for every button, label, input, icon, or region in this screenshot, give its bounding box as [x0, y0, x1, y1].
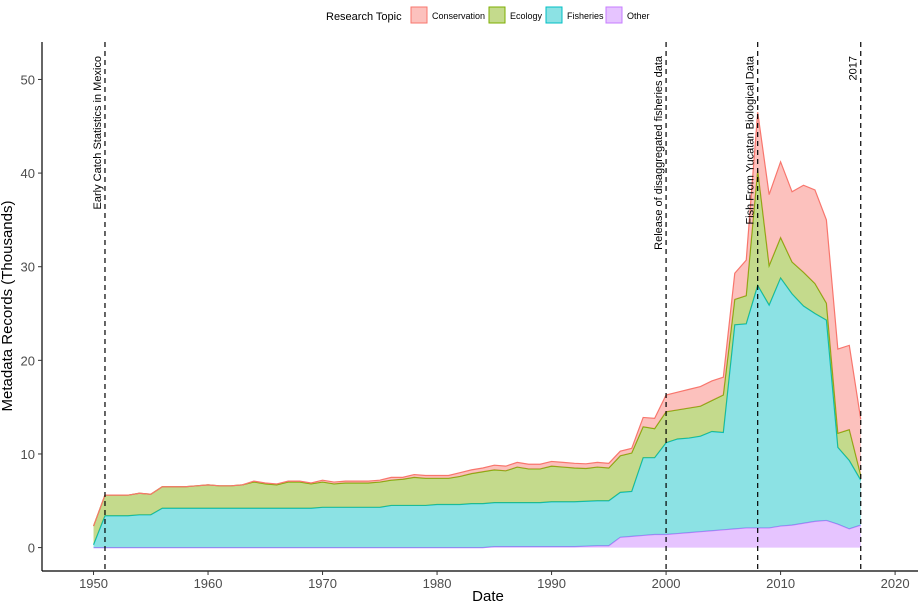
y-axis-title: Metadata Records (Thousands) [0, 201, 16, 412]
legend-key-other [605, 6, 623, 24]
outline-fisheries [92, 276, 862, 546]
area-other [93, 520, 861, 548]
y-tick-label: 20 [21, 353, 35, 368]
x-tick-label: 2000 [652, 576, 681, 591]
annotation-label: 2017 [848, 56, 860, 80]
annotation-label: Early Catch Statistics in Mexico [92, 56, 104, 209]
legend-title: Research Topic [326, 11, 402, 23]
annotation-lines: Early Catch Statistics in Mexico Release … [92, 42, 862, 571]
annotation-label: Fish From Yucatan Biological Data [745, 55, 757, 224]
x-tick-label: 2020 [881, 576, 910, 591]
y-tick-label: 0 [28, 541, 35, 556]
legend-key-conservation [410, 6, 428, 24]
area-fisheries [93, 277, 861, 548]
legend-label-fisheries: Fisheries [567, 11, 604, 21]
legend-key-ecology [488, 6, 506, 24]
legend-label-conservation: Conservation [432, 11, 485, 21]
x-tick-label: 1960 [194, 576, 223, 591]
outline-conservation [92, 112, 862, 527]
legend-label-other: Other [627, 11, 650, 21]
x-tick-label: 1950 [79, 576, 108, 591]
legend: Research Topic Conservation Ecology Fisher… [326, 6, 650, 24]
outline-other [93, 519, 861, 549]
y-tick-label: 10 [21, 447, 35, 462]
x-tick-label: 1970 [308, 576, 337, 591]
y-tick-label: 50 [21, 72, 35, 87]
area-ecology [93, 170, 861, 545]
x-axis-title: Date [472, 588, 504, 602]
x-tick-label: 1990 [537, 576, 566, 591]
x-tick-label: 2010 [766, 576, 795, 591]
stacked-areas [92, 112, 862, 549]
y-tick-label: 30 [21, 260, 35, 275]
x-tick-label: 1980 [423, 576, 452, 591]
annotation-label: Release of disaggregated fisheries data [653, 55, 665, 250]
axes: 0 10 20 30 40 50 1950 1960 1970 1980 1990 2000 2010 2… [21, 42, 918, 591]
legend-key-fisheries [545, 6, 563, 24]
legend-label-ecology: Ecology [510, 11, 543, 21]
y-tick-label: 40 [21, 166, 35, 181]
